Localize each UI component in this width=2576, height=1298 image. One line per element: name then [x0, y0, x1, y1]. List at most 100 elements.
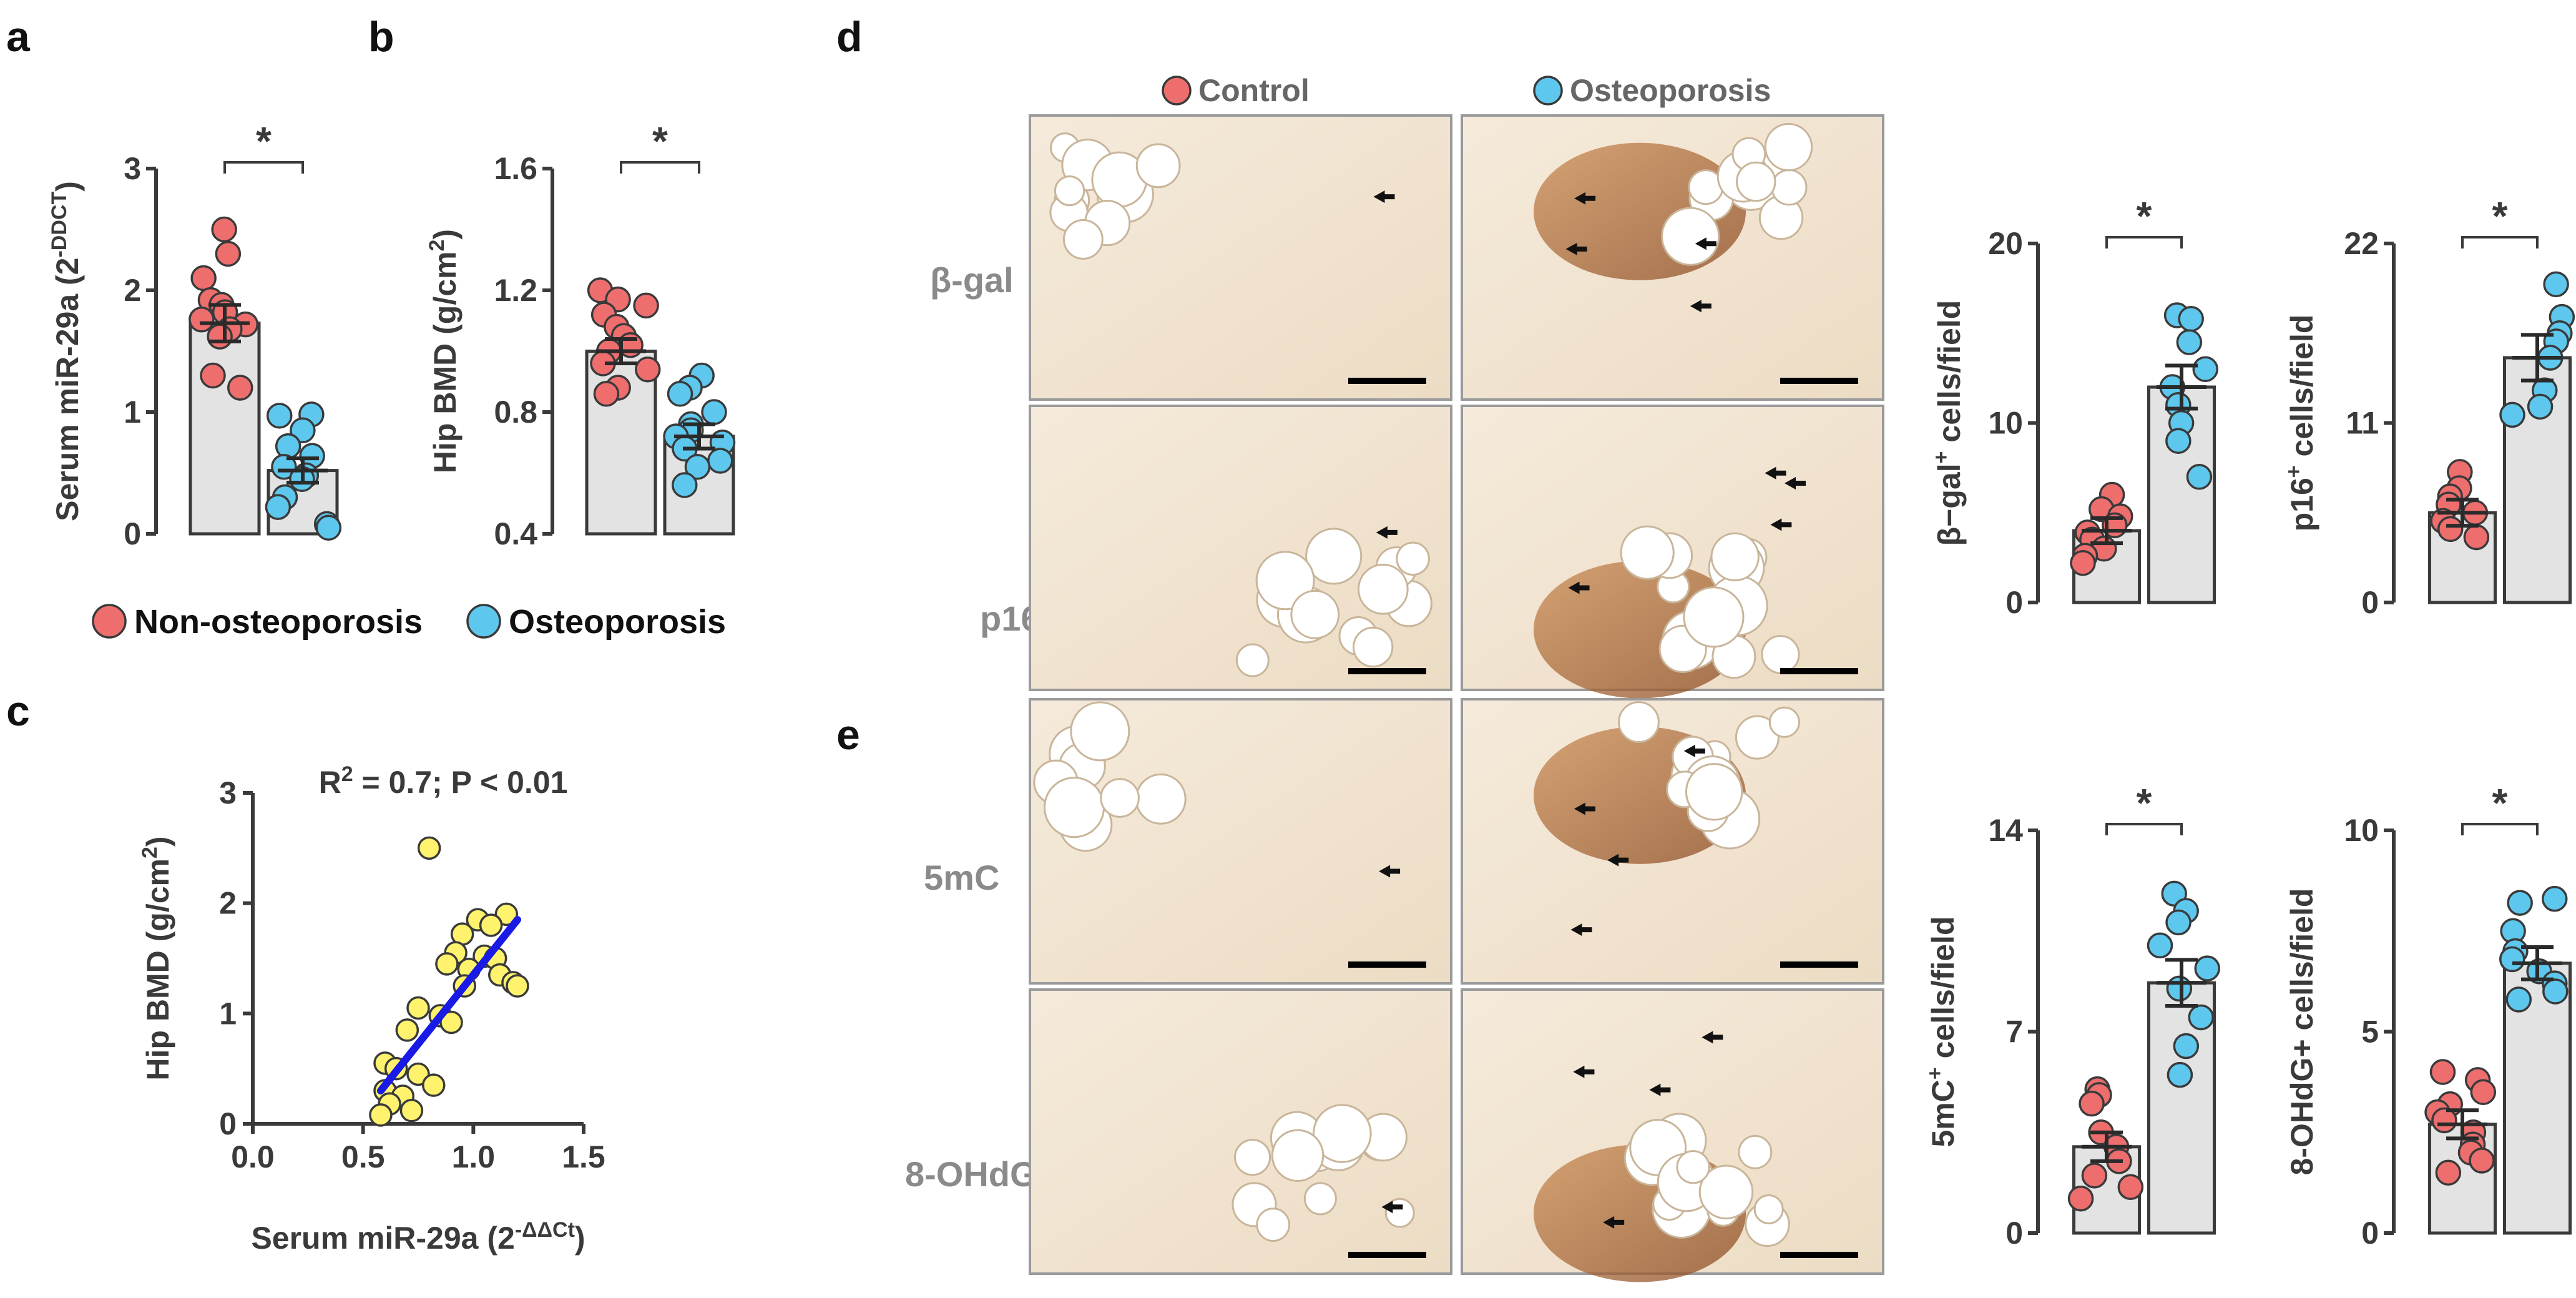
arrow-icon [1695, 237, 1717, 250]
y-tick-label: 0 [219, 1106, 237, 1141]
arrow-icon [1568, 581, 1590, 594]
legend-dot-non-osteoporosis [92, 604, 127, 639]
y-tick-label: 0 [2005, 1216, 2023, 1251]
chart-a-serum-mir29a: 0 1 2 3 Serum miR-29a (2-DDCT) * [47, 119, 342, 551]
micrograph-r3-c1 [1461, 988, 1884, 1282]
data-point [2147, 932, 2173, 959]
scale-bar [1780, 1252, 1858, 1258]
legend-label-osteoporosis: Osteoporosis [509, 603, 726, 641]
y-axis-label-end: cells/field [1932, 300, 1967, 451]
arrow-icon [1573, 1065, 1595, 1078]
adipocyte [1698, 1164, 1754, 1220]
data-point [2437, 516, 2464, 543]
arrow-icon [1381, 1201, 1403, 1214]
y-tick-label: 10 [1988, 406, 2023, 441]
adipocyte [1736, 161, 1776, 202]
data-point [2499, 946, 2525, 973]
x-axis-label: Serum miR-29a (2-ΔΔCt) [251, 1218, 585, 1256]
chart-e-5mc: 0 7 14 5mC+ cells/field * [1923, 780, 2220, 1251]
adipocyte [1761, 635, 1800, 674]
y-axis-label-main: Serum miR-29a (2 [50, 258, 85, 521]
y-tick-label: 0 [124, 516, 141, 551]
y-axis-label: 8-OHdG+ cells/field [2285, 888, 2319, 1176]
data-point [2070, 550, 2096, 576]
x-axis-label-main: Serum miR-29a (2 [251, 1221, 514, 1256]
scatter-point [506, 974, 529, 998]
row-label-5mc: 5mC [924, 858, 999, 897]
annotation-main: R [319, 765, 341, 800]
y-axis-label-end: cells/field [1926, 916, 1961, 1067]
micrograph-r1-c0 [1029, 405, 1452, 691]
scatter-point [406, 996, 430, 1020]
adipocyte [1764, 122, 1813, 172]
legend-label-osteoporosis-de: Osteoporosis [1570, 73, 1771, 108]
y-axis-label-end: cells/field [2285, 315, 2319, 466]
adipocyte [1070, 701, 1130, 762]
y-tick-label: 5 [2361, 1015, 2379, 1050]
y-axis-label: p16+ cells/field [2282, 315, 2319, 532]
y-axis-label-end: ) [428, 229, 463, 240]
arrow-icon [1565, 242, 1587, 255]
data-point [271, 454, 297, 480]
significance-star: * [652, 119, 668, 164]
micrograph-bone [1029, 988, 1452, 1275]
y-axis-label-sup: 2 [425, 240, 449, 252]
data-point [2117, 1174, 2144, 1201]
y-axis-label-main: Hip BMD (g/cm [140, 858, 175, 1081]
x-axis-label-sup: -ΔΔCt [515, 1218, 575, 1242]
scale-bar [1348, 1252, 1426, 1258]
adipocyte [1620, 525, 1675, 580]
y-tick-label: 22 [2344, 226, 2379, 261]
data-point [2081, 1163, 2108, 1189]
data-point [701, 399, 727, 425]
data-point [2173, 1033, 2200, 1060]
adipocyte [1271, 1129, 1325, 1182]
y-axis-label-sup: 2 [138, 847, 162, 858]
adipocyte [1676, 1150, 1710, 1184]
arrow-icon [1603, 1216, 1625, 1229]
arrow-icon [1683, 744, 1705, 757]
y-axis-label: Hip BMD (g/cm2) [425, 229, 463, 473]
data-point [2165, 909, 2192, 936]
y-axis-label-main: p16 [2285, 478, 2319, 531]
y-tick-label: 3 [219, 775, 237, 810]
data-point [2542, 978, 2569, 1005]
adipocyte [1054, 175, 1085, 207]
data-point [2499, 401, 2525, 428]
data-point [667, 381, 693, 407]
r-squared-annotation: R2 = 0.7; P < 0.01 [319, 762, 568, 800]
scatter-point [479, 913, 503, 937]
y-tick-label: 0 [2005, 585, 2023, 620]
panel-letter-a: a [6, 13, 31, 61]
data-point [2507, 890, 2533, 916]
significance-bracket [2461, 236, 2539, 248]
data-point [2079, 1090, 2105, 1117]
y-tick-label: 7 [2005, 1015, 2023, 1050]
data-point [2165, 428, 2192, 454]
data-point [265, 494, 291, 520]
arrow-icon [1765, 466, 1786, 479]
y-axis-label-sup: -DDCT [47, 192, 71, 258]
bar-group1 [189, 322, 261, 536]
x-tick-label: 0.5 [341, 1139, 385, 1174]
y-tick-label: 2 [124, 273, 141, 308]
adipocyte [1135, 773, 1187, 825]
y-axis-label-main: β−gal [1932, 463, 1967, 546]
data-point [593, 381, 620, 407]
y-tick-label: 1 [124, 395, 141, 430]
chart-d-beta-gal: 0 10 20 β−gal+ cells/field * [1929, 194, 2218, 620]
y-tick-label: 1.6 [494, 151, 537, 186]
significance-bracket [620, 161, 700, 174]
scale-bar [1780, 961, 1858, 968]
data-point [2469, 1148, 2495, 1174]
data-point [684, 454, 711, 480]
data-point [315, 514, 342, 541]
arrow-icon [1649, 1083, 1671, 1096]
data-point [2167, 1061, 2193, 1088]
scale-bar [1348, 378, 1426, 384]
y-axis-label: 5mC+ cells/field [1923, 916, 1961, 1147]
arrow-icon [1690, 300, 1712, 313]
scatter-point [395, 1018, 419, 1042]
row-label-beta-gal: β-gal [930, 260, 1014, 300]
